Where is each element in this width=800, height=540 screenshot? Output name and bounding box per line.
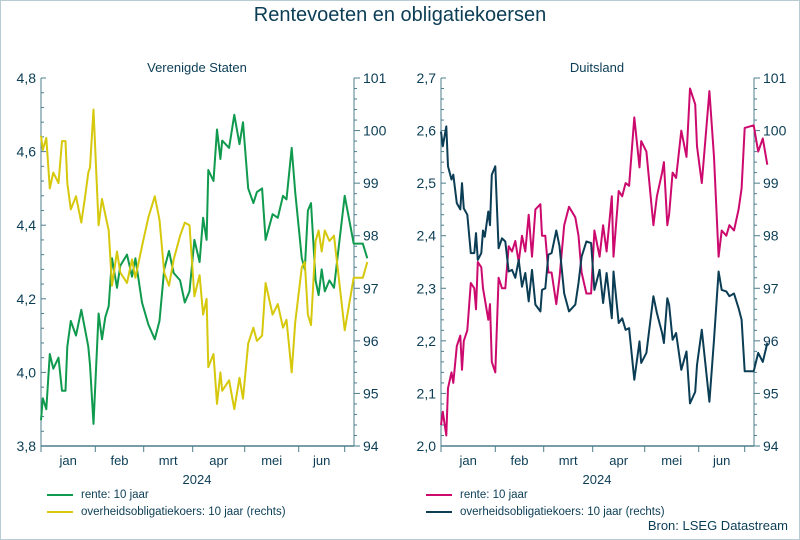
y-tick-label-right: 95 (763, 385, 779, 401)
y-tick-label-right: 98 (363, 228, 379, 244)
chart-title-de: Duitsland (570, 60, 624, 75)
y-tick-label-left: 2,4 (417, 228, 437, 244)
chart-de: Duitsland 2024 2,0 2,1 2,2 2,3 2,4 2,5 2,6 2,7 9… (417, 60, 787, 487)
x-tick-label: feb (510, 453, 528, 468)
y-tick-label-left: 4,2 (17, 291, 37, 307)
us-bond-price-line (40, 108, 369, 411)
y-tick-label-right: 97 (363, 280, 379, 296)
y-tick-label-right: 97 (763, 280, 779, 296)
chart-title-us: Verenigde Staten (147, 60, 247, 75)
x-tick-label: mrt (159, 453, 178, 468)
x-tick-label: jan (58, 453, 76, 468)
x-tick-label: mrt (559, 453, 578, 468)
legend-item-de-rate: rente: 10 jaar (426, 486, 665, 503)
y-tick-label-right: 96 (763, 333, 779, 349)
x-tick-label: jun (312, 453, 330, 468)
x-tick-label: jan (458, 453, 476, 468)
legend-item-us-rate: rente: 10 jaar (47, 486, 286, 503)
y-tick-label-right: 100 (763, 123, 787, 139)
y-tick-label-left: 2,5 (417, 175, 437, 191)
x-tick-label: feb (110, 453, 128, 468)
legend-swatch (47, 493, 73, 496)
page-title: Rentevoeten en obligatiekoersen (253, 4, 547, 26)
y-tick-label-right: 94 (763, 438, 779, 454)
x-tick-label: mei (261, 453, 282, 468)
de-rate-line (440, 87, 769, 437)
x-tick-label: jun (712, 453, 730, 468)
legend-swatch (426, 493, 452, 496)
x-year-label-us: 2024 (183, 472, 212, 487)
us-rate-line (40, 113, 369, 425)
legend-de: rente: 10 jaar overheidsobligatiekoers: … (426, 486, 665, 520)
y-tick-label-right: 94 (363, 438, 379, 454)
legend-us: rente: 10 jaar overheidsobligatiekoers: … (47, 486, 286, 520)
y-tick-label-left: 2,7 (417, 70, 437, 86)
de-bond-price-line (440, 125, 769, 405)
legend-label: overheidsobligatiekoers: 10 jaar (rechts… (460, 505, 665, 518)
y-tick-label-right: 100 (363, 123, 387, 139)
x-tick-label: apr (609, 453, 628, 468)
y-tick-label-right: 99 (363, 175, 379, 191)
y-tick-label-right: 101 (363, 70, 387, 86)
y-tick-label-left: 4,4 (17, 217, 37, 233)
legend-item-de-bond: overheidsobligatiekoers: 10 jaar (rechts… (426, 503, 665, 520)
y-tick-label-left: 4,8 (17, 70, 37, 86)
y-tick-label-left: 2,2 (417, 333, 437, 349)
legend-item-us-bond: overheidsobligatiekoers: 10 jaar (rechts… (47, 503, 286, 520)
y-tick-label-right: 95 (363, 385, 379, 401)
y-tick-label-left: 3,8 (17, 438, 37, 454)
y-tick-label-left: 2,0 (417, 438, 437, 454)
x-year-label-de: 2024 (583, 472, 612, 487)
legend-label: rente: 10 jaar (460, 488, 528, 501)
chart-us: Verenigde Staten 2024 3,8 4,0 4,2 4,4 4,6 4,8… (17, 60, 387, 487)
y-tick-label-right: 96 (363, 333, 379, 349)
legend-label: overheidsobligatiekoers: 10 jaar (rechts… (81, 505, 286, 518)
x-tick-label: apr (209, 453, 228, 468)
y-tick-label-left: 2,3 (417, 280, 437, 296)
source-note: Bron: LSEG Datastream (647, 518, 788, 533)
legend-label: rente: 10 jaar (81, 488, 149, 501)
legend-swatch (47, 510, 73, 513)
y-tick-label-right: 98 (763, 228, 779, 244)
y-tick-label-right: 101 (763, 70, 787, 86)
y-tick-label-left: 2,1 (417, 385, 437, 401)
y-tick-label-right: 99 (763, 175, 779, 191)
y-tick-label-left: 2,6 (417, 123, 437, 139)
y-tick-label-left: 4,0 (17, 364, 37, 380)
legend-swatch (426, 510, 452, 513)
y-tick-label-left: 4,6 (17, 144, 37, 160)
x-tick-label: mei (661, 453, 682, 468)
